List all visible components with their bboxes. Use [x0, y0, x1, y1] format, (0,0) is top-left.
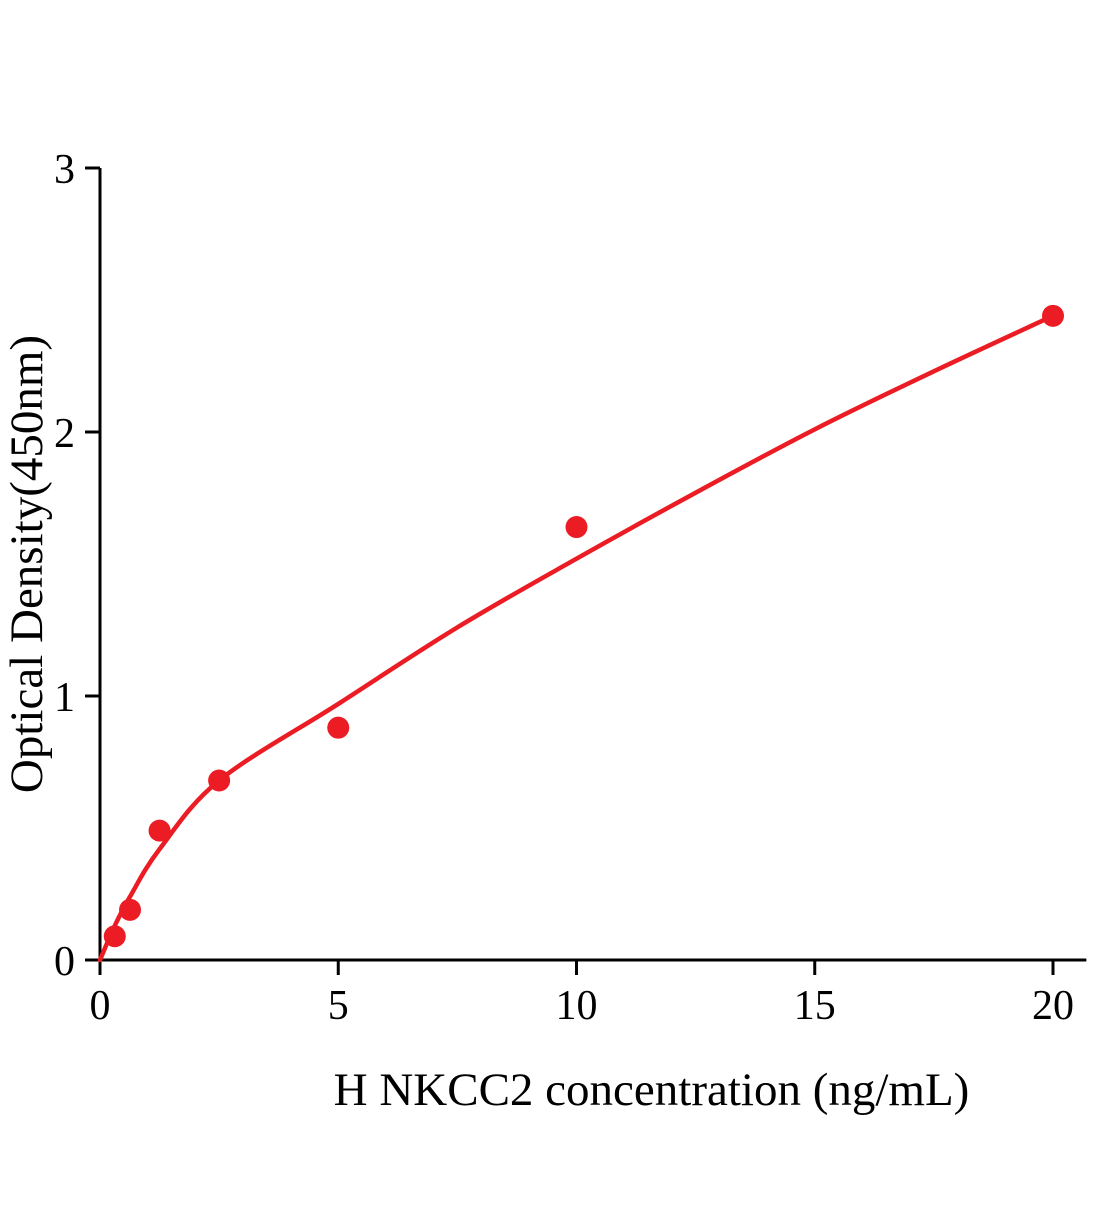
data-point [1042, 304, 1064, 327]
y-tick-label: 0 [54, 939, 75, 985]
data-point [119, 898, 142, 921]
data-point [565, 516, 588, 539]
x-tick-label: 5 [328, 983, 349, 1029]
data-point [208, 769, 231, 792]
data-point [327, 716, 350, 739]
y-tick-label: 1 [54, 675, 75, 721]
fit-curve-layer [97, 313, 1056, 963]
y-tick-label: 2 [54, 411, 75, 457]
axis-labels-layer: 0 5 10 15 20 0 1 2 3 H NKCC2 concentration (ng/mL… [1, 147, 1074, 1116]
data-point [103, 925, 126, 948]
x-axis-title: H NKCC2 concentration (ng/mL) [334, 1064, 970, 1116]
x-tick-label: 20 [1032, 983, 1074, 1029]
fit-curve [97, 313, 1056, 963]
y-axis-title: Optical Density(450nm) [1, 335, 53, 793]
axes-layer [85, 166, 1087, 975]
x-tick-label: 15 [794, 983, 836, 1029]
data-point [148, 819, 171, 842]
x-tick-label: 0 [90, 983, 111, 1029]
x-tick-label: 10 [556, 983, 598, 1029]
data-points-layer [103, 304, 1064, 948]
y-tick-label: 3 [54, 147, 75, 193]
